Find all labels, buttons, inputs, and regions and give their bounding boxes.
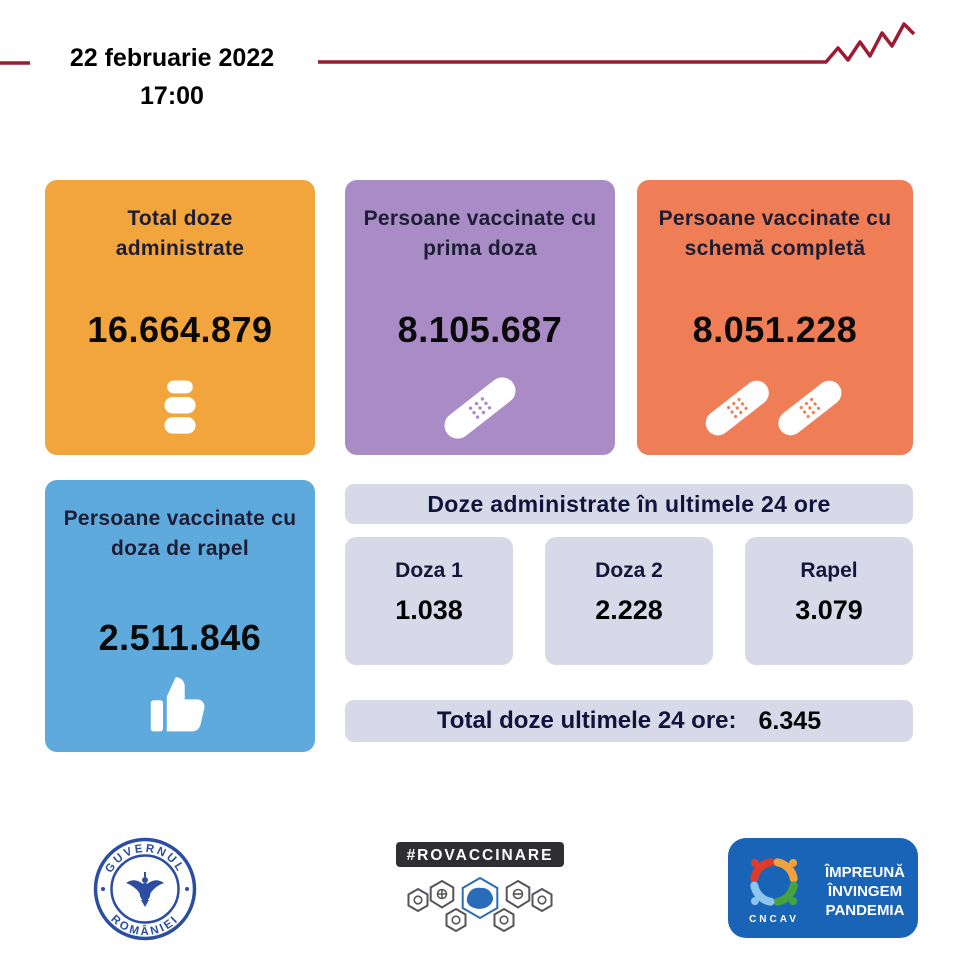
date-header: 22 februarie 2022 17:00: [42, 40, 302, 115]
cncav-name: CNCAV: [749, 914, 799, 925]
mini-card-rapel: Rapel 3.079: [745, 537, 913, 665]
mini-label: Doza 2: [595, 559, 663, 582]
card-complete-schema: Persoane vaccinate cu schemă completă 8.…: [637, 180, 913, 455]
last24-title-banner: Doze administrate în ultimele 24 ore: [345, 484, 913, 524]
date-text: 22 februarie 2022: [69, 44, 275, 72]
mini-value: 1.038: [395, 595, 463, 625]
card-title: Persoane vaccinate cu prima doza: [363, 207, 597, 261]
mini-label: Rapel: [800, 559, 858, 582]
coat-of-arms-icon: [126, 872, 164, 907]
card-title: Persoane vaccinate cu schemă completă: [658, 207, 892, 261]
mini-card-doza2: Doza 2 2.228: [545, 537, 713, 665]
hexagon-glyphs: [413, 888, 547, 925]
double-bandage-icon: [637, 375, 913, 441]
card-value: 2.511.846: [98, 616, 262, 658]
cncav-logo: CNCAV ÎMPREUNĂ ÎNVINGEM PANDEMIA: [728, 838, 918, 938]
last24-title: Doze administrate în ultimele 24 ore: [427, 490, 831, 517]
rovaccinare-hashtag: #ROVACCINARE: [407, 847, 554, 864]
card-value: 16.664.879: [87, 308, 273, 350]
card-value: 8.105.687: [397, 308, 563, 350]
last24-total-value: 6.345: [758, 706, 822, 735]
rovaccinare-logo: #ROVACCINARE: [396, 842, 564, 933]
cncav-slogan-line3: PANDEMIA: [826, 902, 905, 919]
mini-value: 3.079: [795, 595, 863, 625]
mini-value: 2.228: [595, 595, 663, 625]
cncav-slogan-line1: ÎMPREUNĂ: [824, 863, 905, 881]
thumbs-up-icon: [45, 672, 315, 738]
time-text: 17:00: [140, 81, 204, 110]
card-total-doses: Total doze administrate 16.664.879: [45, 180, 315, 455]
bandage-icon: [345, 375, 615, 441]
gov-seal-bottom-text: ROMÂNIEI: [108, 913, 179, 938]
pulse-line-decoration: [0, 22, 916, 65]
vaccine-vial-icon: [45, 375, 315, 441]
cncav-slogan-line2: ÎNVINGEM: [827, 882, 902, 900]
last24-total-label: Total doze ultimele 24 ore:: [436, 707, 737, 734]
last24-total-banner: Total doze ultimele 24 ore: 6.345: [345, 700, 913, 742]
mini-card-doza1: Doza 1 1.038: [345, 537, 513, 665]
card-title: Total doze administrate: [115, 207, 245, 261]
mini-label: Doza 1: [395, 559, 463, 582]
romania-map-icon: [466, 887, 494, 909]
svg-text:ROMÂNIEI: ROMÂNIEI: [108, 913, 181, 938]
card-first-dose: Persoane vaccinate cu prima doza 8.105.6…: [345, 180, 615, 455]
government-of-romania-seal: GUVERNUL ROMÂNIEI: [93, 837, 197, 941]
hexagon-icons: [407, 876, 553, 933]
cncav-people-ring-icon: [750, 858, 798, 906]
card-value: 8.051.228: [692, 308, 858, 350]
card-title: Persoane vaccinate cu doza de rapel: [63, 507, 297, 561]
card-booster-dose: Persoane vaccinate cu doza de rapel 2.51…: [45, 480, 315, 752]
